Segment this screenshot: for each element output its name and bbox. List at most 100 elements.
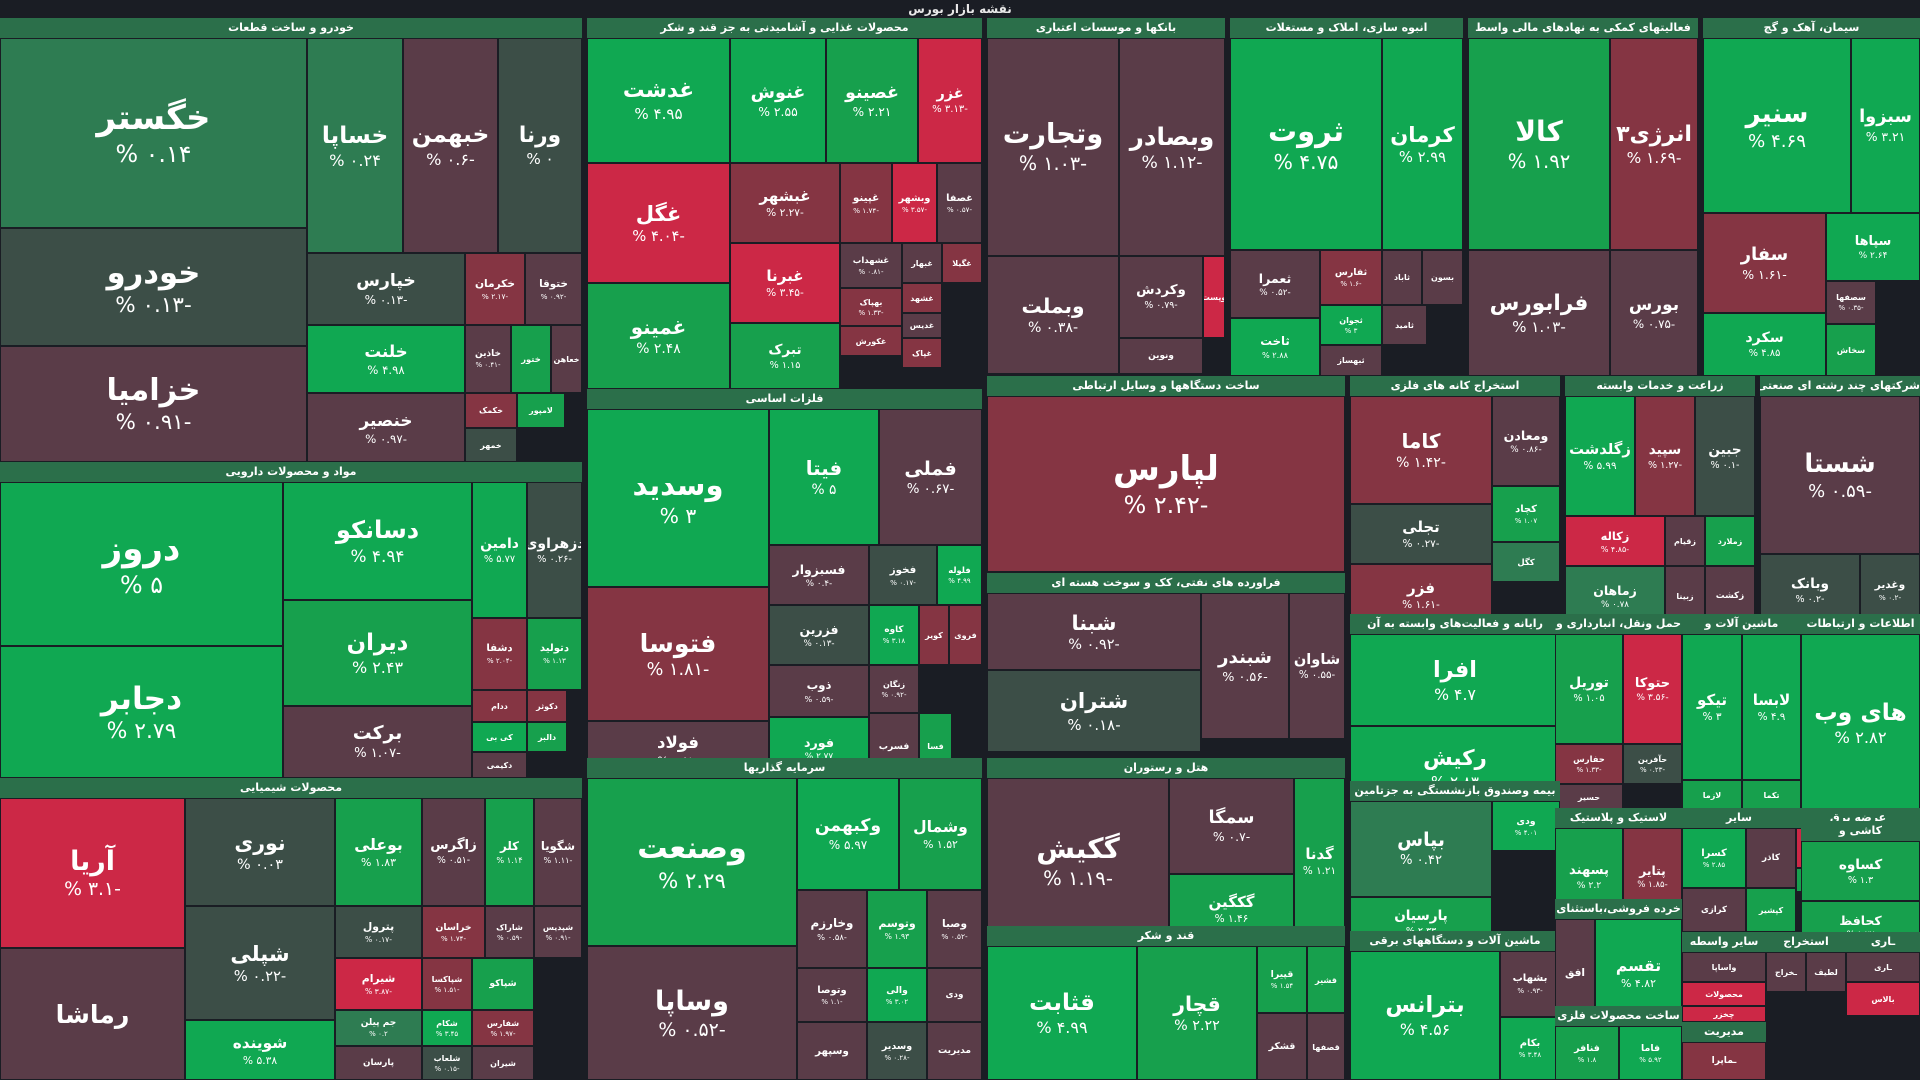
stock-tile[interactable]: فزرین -۰.۱۳ %	[769, 605, 869, 665]
stock-tile[interactable]: وخارزم -۰.۵۸ %	[797, 890, 867, 968]
stock-tile[interactable]: کالا ۱.۹۲ %	[1468, 38, 1610, 250]
stock-tile[interactable]: زقیام	[1665, 516, 1705, 566]
stock-tile[interactable]: دکوثر	[527, 690, 567, 722]
stock-tile[interactable]: بشهاب -۰.۹۳ %	[1500, 951, 1560, 1017]
stock-tile[interactable]: وپست	[1203, 256, 1225, 338]
stock-tile[interactable]: وسپهر	[797, 1022, 867, 1080]
stock-tile[interactable]: دزهراوی -۰.۲۶ %	[527, 482, 582, 618]
stock-tile[interactable]: وصنعت ۲.۲۹ %	[587, 778, 797, 946]
stock-tile[interactable]: ذوب -۰.۵۹ %	[769, 665, 869, 717]
stock-tile[interactable]: قثابت ۴.۹۹ %	[987, 946, 1137, 1080]
stock-tile[interactable]: خراسان -۱.۷۴ %	[422, 906, 485, 958]
stock-tile[interactable]: شکام ۳.۴۵ %	[422, 1010, 472, 1046]
stock-tile[interactable]: سپید -۱.۲۷ %	[1635, 396, 1695, 516]
stock-tile[interactable]: فیتا ۵ %	[769, 409, 879, 545]
stock-tile[interactable]: خمهر	[465, 428, 517, 462]
stock-tile[interactable]: قشکر	[1257, 1013, 1307, 1080]
stock-tile[interactable]: وشمال ۱.۵۲ %	[899, 778, 982, 890]
stock-tile[interactable]: ودی ۴.۰۱ %	[1492, 801, 1560, 851]
stock-tile[interactable]: فروی	[949, 605, 982, 665]
stock-tile[interactable]: برکت -۱.۰۷ %	[283, 706, 472, 778]
stock-tile[interactable]: شتران -۰.۱۸ %	[987, 670, 1201, 752]
stock-tile[interactable]: وکردش -۰.۷۹ %	[1119, 256, 1203, 338]
stock-tile[interactable]: غشهد	[902, 283, 942, 313]
stock-tile[interactable]: آریا -۳.۱ %	[0, 798, 185, 948]
stock-tile[interactable]: فسبزوار -۰.۴ %	[769, 545, 869, 605]
stock-tile[interactable]: مدیریت	[927, 1022, 982, 1080]
stock-tile[interactable]: کلر ۱.۱۴ %	[485, 798, 534, 906]
stock-tile[interactable]: فملی -۰.۶۷ %	[879, 409, 982, 545]
stock-tile[interactable]: سخاش	[1826, 324, 1876, 376]
stock-tile[interactable]: شبندر -۰.۵۶ %	[1201, 593, 1289, 739]
stock-tile[interactable]: دالبر	[527, 722, 567, 752]
stock-tile[interactable]: ثفارس -۱.۶ %	[1320, 250, 1382, 305]
stock-tile[interactable]: ـماپرا	[1682, 1042, 1766, 1080]
stock-tile[interactable]: ثجوان ۳ %	[1320, 305, 1382, 345]
stock-tile[interactable]: غگیلا	[942, 243, 982, 283]
stock-tile[interactable]: تکما	[1742, 780, 1801, 810]
stock-tile[interactable]: کپشیر	[1746, 888, 1796, 932]
stock-tile[interactable]: قصفها	[1307, 1013, 1345, 1080]
stock-tile[interactable]: والی ۳.۰۲ %	[867, 968, 927, 1022]
stock-tile[interactable]: بسون	[1422, 250, 1463, 305]
stock-tile[interactable]: خزامیا -۰.۹۱ %	[0, 346, 307, 462]
stock-tile[interactable]: غصفا -۰.۵۷ %	[937, 163, 982, 243]
stock-tile[interactable]: تبرک ۱.۱۵ %	[730, 323, 840, 389]
stock-tile[interactable]: شلعاب -۰.۱۵ %	[422, 1046, 472, 1080]
stock-tile[interactable]: دروز ۵ %	[0, 482, 283, 646]
stock-tile[interactable]: حسیر	[1555, 784, 1623, 810]
stock-tile[interactable]: خودرو -۰.۱۳ %	[0, 228, 307, 346]
stock-tile[interactable]: گدنا ۱.۲۱ %	[1294, 778, 1345, 944]
stock-tile[interactable]: سفار -۱.۶۱ %	[1703, 213, 1826, 313]
stock-tile[interactable]: رماشا	[0, 948, 185, 1080]
stock-tile[interactable]: وساپا -۰.۵۲ %	[587, 946, 797, 1080]
stock-tile[interactable]: فاما ۵.۹۲ %	[1619, 1026, 1682, 1080]
stock-tile[interactable]: ـخراج	[1766, 952, 1806, 992]
stock-tile[interactable]: لطیف	[1806, 952, 1846, 992]
stock-tile[interactable]: خساپا ۰.۲۴ %	[307, 38, 403, 253]
stock-tile[interactable]: کی بی	[472, 722, 527, 752]
stock-tile[interactable]: سبزوا ۳.۲۱ %	[1851, 38, 1920, 213]
stock-tile[interactable]: غدیس	[902, 313, 942, 338]
stock-tile[interactable]: سمگا -۰.۷ %	[1169, 778, 1294, 874]
stock-tile[interactable]: قچار ۲.۲۲ %	[1137, 946, 1257, 1080]
stock-tile[interactable]: زنگان -۰.۹۲ %	[869, 665, 919, 713]
stock-tile[interactable]: شپاکسا -۱.۵۱ %	[422, 958, 472, 1010]
stock-tile[interactable]: غبشهر -۲.۲۷ %	[730, 163, 840, 243]
stock-tile[interactable]: دشفا -۲.۰۴ %	[472, 618, 527, 690]
stock-tile[interactable]: لامپور	[517, 393, 565, 428]
stock-tile[interactable]: بالاس	[1846, 982, 1920, 1016]
stock-tile[interactable]: خپارس -۰.۱۳ %	[307, 253, 465, 325]
stock-tile[interactable]: قشیر	[1307, 946, 1345, 1013]
stock-tile[interactable]: فنافر ۱.۸ %	[1555, 1026, 1619, 1080]
stock-tile[interactable]: دجابر ۲.۷۹ %	[0, 646, 283, 778]
stock-tile[interactable]: وتوسم ۱.۹۳ %	[867, 890, 927, 968]
stock-tile[interactable]: ودی	[927, 968, 982, 1022]
stock-tile[interactable]: کساوه ۱.۳ %	[1801, 841, 1920, 901]
stock-tile[interactable]: خبهمن -۰.۶ %	[403, 38, 498, 253]
stock-tile[interactable]: کرمان ۲.۹۹ %	[1382, 38, 1463, 250]
stock-tile[interactable]: خعاهن	[551, 325, 582, 393]
stock-tile[interactable]: غزر -۳.۱۳ %	[918, 38, 982, 163]
stock-tile[interactable]: دیران ۲.۴۳ %	[283, 600, 472, 706]
stock-tile[interactable]: گکیش -۱.۱۹ %	[987, 778, 1169, 944]
stock-tile[interactable]: توریل ۱.۰۵ %	[1555, 634, 1623, 744]
stock-tile[interactable]: پارسان	[335, 1046, 422, 1080]
stock-tile[interactable]: ـاری	[1846, 952, 1920, 982]
stock-tile[interactable]: انرژی۳ -۱.۶۹ %	[1610, 38, 1698, 250]
stock-tile[interactable]: غشهداب -۰.۸۱ %	[840, 243, 902, 288]
stock-tile[interactable]: سپاها ۲.۶۴ %	[1826, 213, 1920, 281]
stock-tile[interactable]: غدشت ۴.۹۵ %	[587, 38, 730, 163]
stock-tile[interactable]: جم پیلن ۰.۲ %	[335, 1010, 422, 1046]
stock-tile[interactable]: ونوین	[1119, 338, 1203, 374]
stock-tile[interactable]: ثعمرا -۰.۵۲ %	[1230, 250, 1320, 318]
stock-tile[interactable]: شپاکو	[472, 958, 534, 1010]
stock-tile[interactable]: غکورش	[840, 326, 902, 356]
stock-tile[interactable]: حفارس -۱.۳۳ %	[1555, 744, 1623, 784]
stock-tile[interactable]: فتوسا -۱.۸۱ %	[587, 587, 769, 721]
stock-tile[interactable]: کگل	[1492, 542, 1560, 582]
stock-tile[interactable]: وتجارت -۱.۰۳ %	[987, 38, 1119, 256]
stock-tile[interactable]: غگل -۴.۰۴ %	[587, 163, 730, 283]
stock-tile[interactable]: خلنت ۴.۹۸ %	[307, 325, 465, 393]
stock-tile[interactable]: کویر	[919, 605, 949, 665]
